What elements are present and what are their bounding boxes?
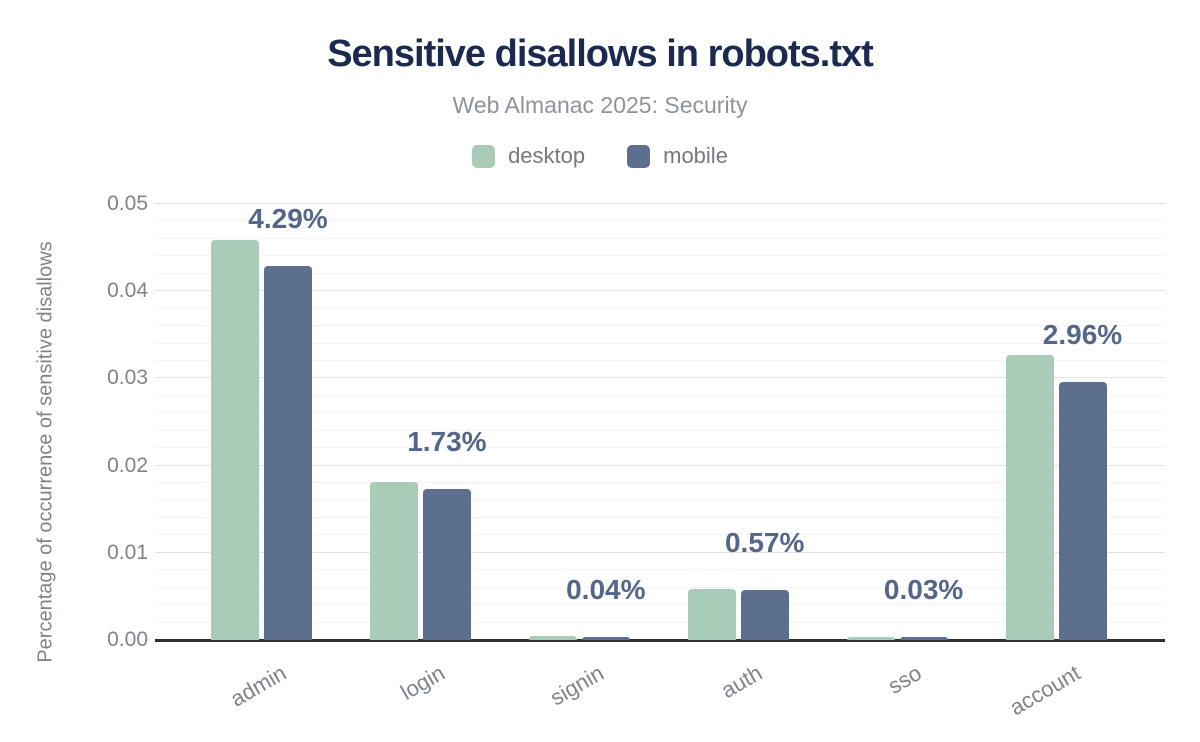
y-gridline-major bbox=[155, 551, 1165, 553]
value-label-signin: 0.04% bbox=[566, 573, 646, 605]
bar-mobile-auth bbox=[740, 590, 789, 640]
y-gridline-minor bbox=[155, 604, 1165, 606]
y-gridline-minor bbox=[155, 586, 1165, 588]
value-label-auth: 0.57% bbox=[724, 527, 805, 559]
y-tick-label: 0.05 bbox=[107, 192, 148, 215]
bar-desktop-sso bbox=[846, 637, 895, 640]
bar-mobile-account bbox=[1058, 381, 1107, 640]
y-gridline-minor bbox=[155, 429, 1165, 431]
y-gridline-minor bbox=[155, 307, 1165, 309]
value-label-sso: 0.03% bbox=[883, 574, 964, 606]
y-gridline-minor bbox=[155, 325, 1165, 327]
y-gridline-minor bbox=[155, 342, 1165, 344]
y-gridline-minor bbox=[155, 482, 1165, 484]
y-gridline-minor bbox=[155, 272, 1165, 274]
x-axis-label-admin: admin bbox=[225, 660, 290, 712]
y-gridline-minor bbox=[155, 621, 1165, 623]
legend-item-desktop[interactable]: desktop bbox=[472, 143, 585, 169]
value-label-account: 2.96% bbox=[1042, 318, 1123, 350]
y-gridline-minor bbox=[155, 255, 1165, 257]
value-label-admin: 4.29% bbox=[248, 202, 328, 234]
y-gridline-minor bbox=[155, 237, 1165, 239]
y-gridline-minor bbox=[155, 516, 1165, 518]
y-gridline-minor bbox=[155, 534, 1165, 536]
desktop-series-swatch-icon bbox=[472, 144, 496, 168]
value-label-login: 1.73% bbox=[407, 426, 487, 458]
y-gridline-minor bbox=[155, 499, 1165, 501]
legend-label-mobile: mobile bbox=[663, 143, 728, 168]
plot-area: 0.05 0.04 0.03 0.02 0.01 0.00 4.29% 1.73% 0.04% 0… bbox=[0, 192, 1200, 651]
x-axis-label-auth: auth bbox=[717, 660, 767, 704]
bar-desktop-auth bbox=[687, 588, 736, 640]
y-tick-label: 0.01 bbox=[107, 540, 148, 564]
chart-subtitle: Web Almanac 2025: Security bbox=[452, 92, 748, 118]
bar-desktop-login bbox=[369, 482, 418, 640]
y-gridline-major bbox=[155, 203, 1165, 204]
y-gridline-minor bbox=[155, 412, 1165, 414]
bar-desktop-account bbox=[1005, 354, 1054, 640]
bar-desktop-signin bbox=[528, 635, 577, 640]
y-tick-label: 0.02 bbox=[107, 453, 148, 477]
x-axis-baseline bbox=[155, 639, 1165, 642]
y-gridline-minor bbox=[155, 394, 1165, 396]
bar-mobile-login bbox=[422, 489, 471, 640]
bar-desktop-admin bbox=[211, 239, 259, 640]
chart-title: Sensitive disallows in robots.txt bbox=[327, 33, 874, 75]
legend: desktop mobile bbox=[0, 143, 1200, 169]
x-axis-label-signin: signin bbox=[545, 660, 608, 711]
y-gridline-minor bbox=[155, 220, 1165, 222]
y-gridline-minor bbox=[155, 359, 1165, 361]
y-tick-label: 0.03 bbox=[107, 366, 148, 390]
legend-item-mobile[interactable]: mobile bbox=[627, 143, 728, 169]
y-gridline-major bbox=[155, 290, 1165, 292]
legend-label-desktop: desktop bbox=[508, 143, 586, 168]
y-gridline-minor bbox=[155, 569, 1165, 571]
x-axis-label-account: account bbox=[1005, 660, 1085, 721]
x-axis-label-sso: sso bbox=[883, 660, 926, 699]
y-gridline-major bbox=[155, 464, 1165, 466]
bar-mobile-signin bbox=[581, 636, 630, 640]
y-gridline-minor bbox=[155, 447, 1165, 449]
y-gridline-major bbox=[155, 377, 1165, 379]
bar-mobile-admin bbox=[264, 265, 312, 640]
mobile-series-swatch-icon bbox=[627, 144, 651, 168]
bar-mobile-sso bbox=[899, 637, 948, 640]
x-axis-label-login: login bbox=[396, 660, 449, 705]
y-tick-label: 0.04 bbox=[107, 279, 148, 303]
y-tick-label: 0.00 bbox=[107, 628, 148, 651]
